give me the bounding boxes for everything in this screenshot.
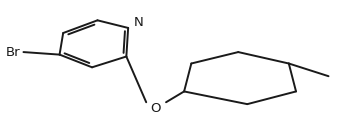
Text: N: N	[134, 16, 143, 29]
Text: Br: Br	[5, 46, 20, 59]
Text: O: O	[150, 102, 161, 115]
